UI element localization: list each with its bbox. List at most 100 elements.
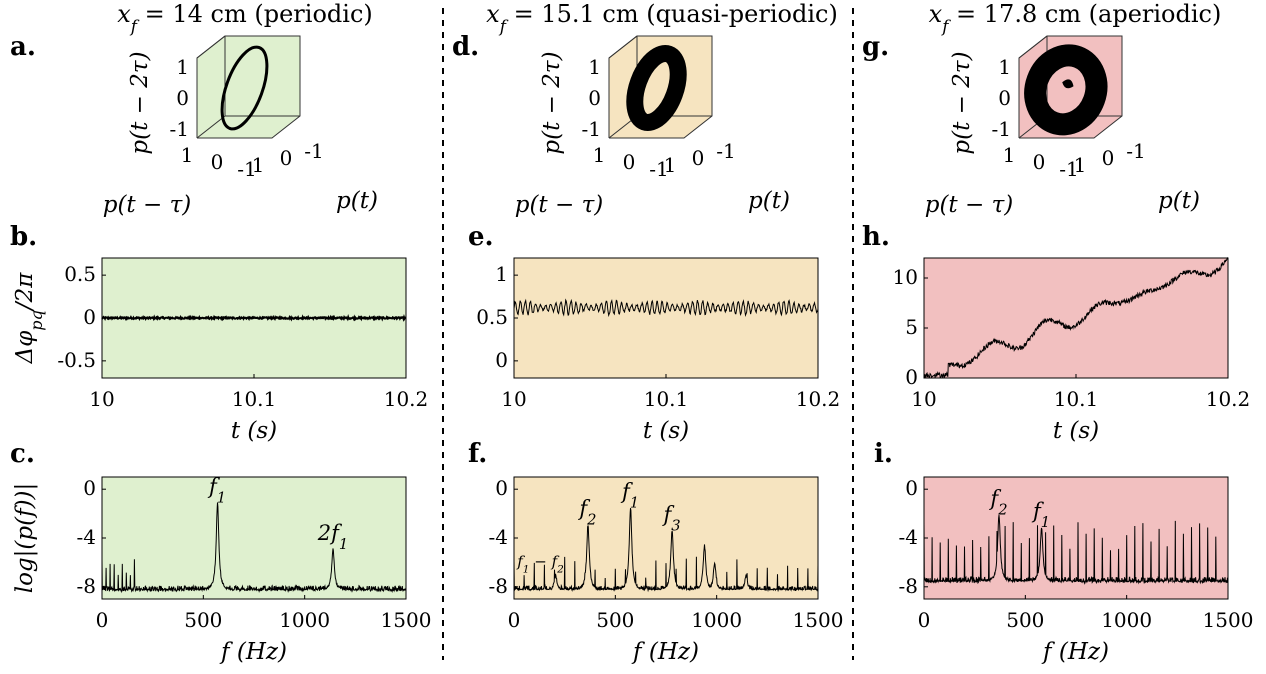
y-tick-label: -1 — [649, 157, 668, 181]
y-axis-label: log|(p(f))| — [12, 483, 38, 594]
x-axis-label: f (Hz) — [631, 639, 699, 665]
z-tick-label: -1 — [170, 117, 189, 141]
y-tick-label: -1 — [1059, 157, 1078, 181]
panel-label-g: g. — [862, 32, 889, 62]
x-axis-label: t (s) — [231, 418, 277, 444]
x-tick-label: 10.1 — [644, 387, 689, 411]
spectrum-line — [513, 508, 819, 593]
x-tick-label: 10.1 — [232, 387, 277, 411]
trajectory — [220, 45, 269, 131]
x-tick-label: -1 — [1126, 139, 1145, 163]
y-tick-label: 1 — [181, 143, 194, 167]
x-tick-label: 0 — [96, 608, 109, 632]
y-tick-label: -4 — [77, 525, 96, 549]
z-tick-label: -1 — [582, 117, 601, 141]
x-tick-label: 1 — [252, 153, 265, 177]
x-tick-label: 1500 — [793, 608, 844, 632]
y-axis-label: p(t − τ) — [925, 192, 1014, 218]
z-tick-label: 0 — [998, 86, 1011, 110]
y-tick-label: -1 — [237, 157, 256, 181]
x-tick-label: 10.2 — [384, 387, 429, 411]
z-axis-label: p(t − 2τ) — [539, 51, 565, 154]
y-tick-label: 0 — [1033, 150, 1046, 174]
x-axis-label: t (s) — [1053, 418, 1099, 444]
column-title-d: xf = 15.1 cm (quasi-periodic) — [486, 0, 838, 36]
panel-label-h: h. — [862, 222, 890, 252]
peak-label-f1: f1 — [207, 474, 226, 506]
y-tick-label: 5 — [905, 315, 918, 339]
panel-label-i: i. — [874, 439, 893, 469]
x-tick-label: 0 — [280, 146, 293, 170]
peak-label-f3: f3 — [662, 502, 681, 534]
series-line — [513, 298, 819, 318]
series-line — [101, 314, 407, 323]
x-tick-label: 0 — [1102, 146, 1115, 170]
series-line — [923, 256, 1229, 379]
peak-label-2f1: 2f1 — [317, 521, 349, 553]
peak-label-f2: f2 — [577, 496, 596, 528]
peak-label-f1: f1 — [1031, 499, 1050, 531]
y-tick-label: 0.5 — [64, 262, 96, 286]
z-tick-label: 1 — [588, 55, 601, 79]
y-tick-label: 1 — [593, 143, 606, 167]
x-axis-label: p(t) — [1158, 188, 1200, 214]
column-title-a: xf = 14 cm (periodic) — [117, 0, 373, 36]
panel-label-b: b. — [10, 222, 37, 252]
z-axis-label: p(t − 2τ) — [949, 51, 975, 154]
y-tick-label: 0 — [495, 348, 508, 372]
y-tick-label: 1 — [1003, 143, 1016, 167]
x-axis-label: f (Hz) — [1041, 639, 1109, 665]
cube-edge — [608, 35, 638, 59]
z-tick-label: -1 — [992, 117, 1011, 141]
x-axis-label: p(t) — [748, 188, 790, 214]
trajectory — [1024, 44, 1108, 136]
x-tick-label: 500 — [184, 608, 222, 632]
y-tick-label: 10 — [893, 265, 918, 289]
y-tick-label: 0 — [83, 476, 96, 500]
x-tick-label: 1000 — [1101, 608, 1152, 632]
x-tick-label: 10.2 — [1206, 387, 1251, 411]
column-title-g: xf = 17.8 cm (aperiodic) — [929, 0, 1222, 36]
y-axis-label: p(t − τ) — [103, 192, 192, 218]
trajectory — [626, 45, 687, 131]
panel-label-d: d. — [452, 32, 479, 62]
x-tick-label: -1 — [304, 139, 323, 163]
x-tick-label: 500 — [596, 608, 634, 632]
x-tick-label: 500 — [1006, 608, 1044, 632]
panel-label-e: e. — [468, 222, 494, 252]
spectrum-line — [923, 515, 1229, 585]
x-tick-label: -1 — [716, 139, 735, 163]
z-tick-label: 1 — [176, 55, 189, 79]
x-tick-label: 10 — [501, 387, 526, 411]
cube-edge — [196, 35, 226, 59]
z-tick-label: 1 — [998, 55, 1011, 79]
y-tick-label: 0.5 — [476, 305, 508, 329]
cube-left-face — [197, 36, 225, 138]
x-tick-label: 1500 — [1203, 608, 1254, 632]
y-tick-label: -8 — [489, 574, 508, 598]
y-axis-label: p(t − τ) — [515, 192, 604, 218]
plot-area — [101, 476, 407, 600]
attractor-band — [1024, 44, 1108, 136]
y-tick-label: -8 — [77, 574, 96, 598]
panel-label-c: c. — [10, 439, 35, 469]
x-tick-label: 1000 — [691, 608, 742, 632]
cube-edge — [1018, 35, 1048, 59]
y-tick-label: 0 — [905, 476, 918, 500]
x-tick-label: 0 — [918, 608, 931, 632]
y-tick-label: 0 — [83, 305, 96, 329]
plot-area — [923, 257, 1229, 379]
x-tick-label: 10 — [911, 387, 936, 411]
x-tick-label: 1500 — [381, 608, 432, 632]
y-tick-label: 0 — [495, 476, 508, 500]
x-tick-label: 10.2 — [796, 387, 841, 411]
attractor-core — [1062, 79, 1074, 89]
panel-label-f: f. — [468, 439, 487, 469]
peak-label-f1: f1 — [620, 479, 639, 511]
panel-label-a: a. — [10, 32, 36, 62]
